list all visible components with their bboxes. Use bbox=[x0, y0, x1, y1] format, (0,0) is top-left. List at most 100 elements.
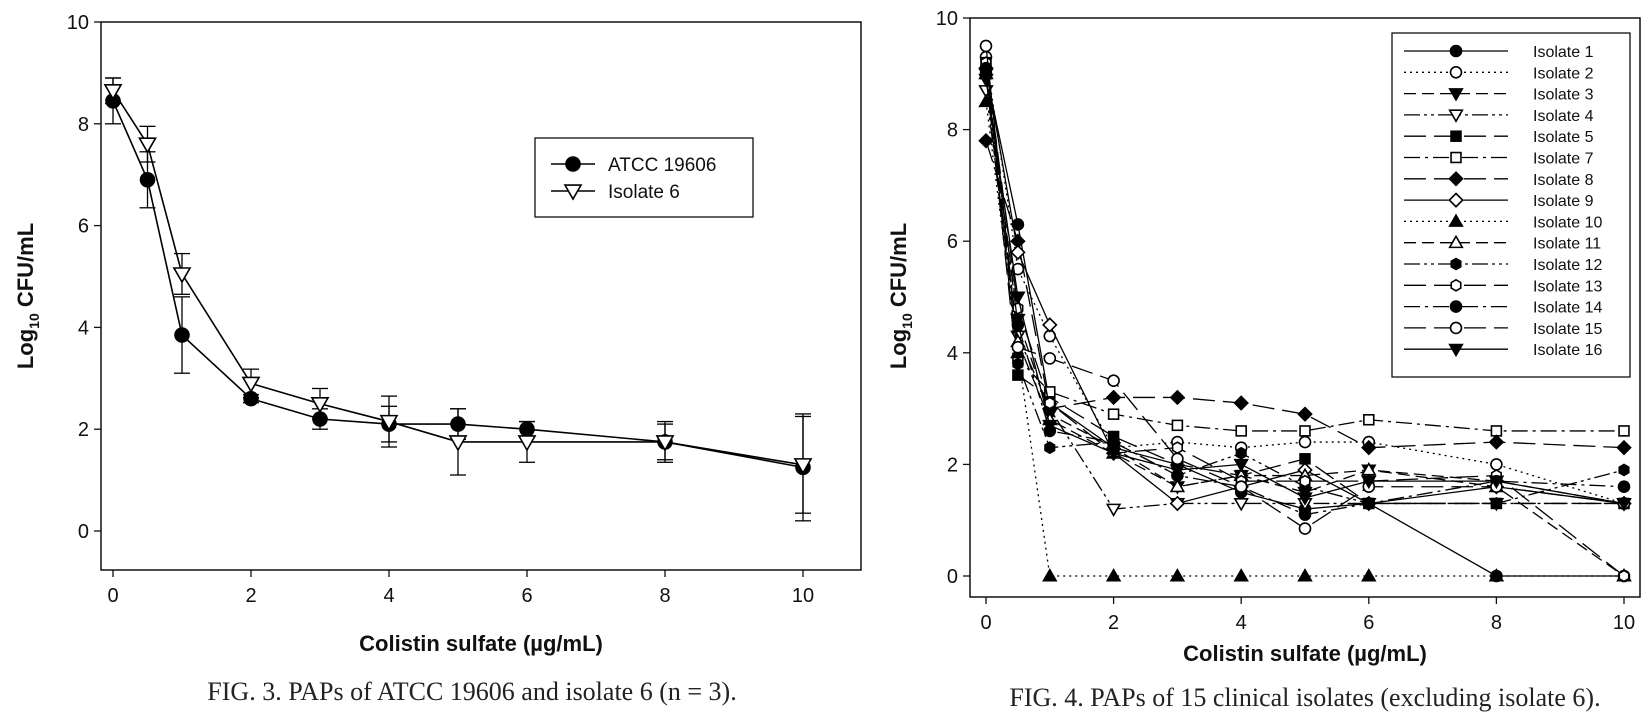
fig4-legend-marker bbox=[1448, 213, 1464, 227]
fig3-data-point bbox=[448, 435, 468, 452]
fig4-x-axis-label: Colistin sulfate (µg/mL) bbox=[1183, 641, 1427, 666]
fig4-x-tick-label-1: 2 bbox=[1108, 612, 1119, 634]
fig4-legend-label: Isolate 12 bbox=[1533, 257, 1602, 274]
fig3-data-point bbox=[139, 171, 156, 188]
fig3-caption: FIG. 3. PAPs of ATCC 19606 and isolate 6… bbox=[207, 677, 736, 706]
fig4-data-point bbox=[1169, 568, 1186, 582]
fig4-data-point bbox=[1105, 503, 1122, 517]
fig4-legend-label: Isolate 5 bbox=[1533, 129, 1594, 146]
fig3-legend-label: Isolate 6 bbox=[608, 182, 680, 203]
fig4-legend-label: Isolate 9 bbox=[1533, 193, 1594, 210]
fig4-x-tick-label-5: 10 bbox=[1613, 612, 1635, 634]
fig4-data-point bbox=[1361, 439, 1377, 456]
fig4-data-point bbox=[1105, 568, 1122, 582]
fig4-series-line bbox=[985, 73, 1625, 577]
fig4-data-point bbox=[1618, 463, 1630, 477]
fig4-data-point bbox=[1361, 462, 1377, 476]
fig4-data-point bbox=[1361, 475, 1377, 490]
fig3-axes: 0 2 4 6 8 10 0 2 4 6 8 10 bbox=[67, 12, 814, 607]
fig4-legend-marker bbox=[1449, 44, 1463, 58]
fig4-legend-label: Isolate 14 bbox=[1533, 300, 1602, 317]
fig4-legend-label: Isolate 3 bbox=[1533, 87, 1594, 104]
fig4-data-point bbox=[1362, 497, 1376, 510]
fig3-data-point bbox=[241, 376, 261, 394]
fig3-x-tick-label-5: 10 bbox=[792, 585, 814, 607]
fig4-data-point bbox=[1490, 458, 1503, 471]
fig4-data-point bbox=[1618, 425, 1630, 437]
fig3-x-tick-label-4: 8 bbox=[659, 585, 670, 607]
fig4-data-point bbox=[1169, 495, 1186, 512]
fig4-data-point bbox=[1617, 480, 1631, 494]
fig4-data-point bbox=[1618, 569, 1630, 583]
fig4-data-point bbox=[1234, 480, 1248, 494]
fig4-legend-marker bbox=[1449, 66, 1463, 79]
fig4-legend-label: Isolate 4 bbox=[1533, 108, 1594, 125]
fig4-legend-marker bbox=[1448, 88, 1464, 102]
fig4-data-point bbox=[1010, 291, 1026, 305]
fig4-y-axis-label: Log10 CFU/mL bbox=[886, 223, 915, 369]
fig4-data-point bbox=[1297, 406, 1313, 422]
fig4-data-point bbox=[1107, 374, 1120, 388]
fig4-data-point bbox=[978, 133, 994, 149]
fig4-data-point bbox=[1107, 435, 1120, 449]
fig4-legend-marker bbox=[1448, 192, 1464, 208]
fig4-data-point bbox=[1299, 425, 1311, 437]
fig4-data-point bbox=[1011, 218, 1025, 231]
fig4-data-point bbox=[1011, 340, 1025, 354]
fig4-x-tick-label-3: 6 bbox=[1363, 612, 1374, 634]
fig4-data-point bbox=[1010, 244, 1026, 261]
fig4-series-line bbox=[985, 90, 1624, 510]
fig4-data-point bbox=[1107, 408, 1120, 420]
fig3-y-tick-label-0: 0 bbox=[78, 521, 89, 543]
fig4-series-line bbox=[985, 62, 1625, 577]
fig4-y-tick-label-3: 6 bbox=[947, 231, 958, 253]
fig4-data-point bbox=[1616, 439, 1632, 456]
fig4-legend-box bbox=[1391, 32, 1631, 378]
fig4-legend-marker bbox=[1450, 257, 1462, 271]
fig4-legend: Isolate 1 Isolate 2 Isolate 3 Isolate 4 Isol… bbox=[1391, 32, 1631, 378]
fig3-series-line bbox=[112, 90, 804, 466]
fig4-data-point bbox=[1171, 419, 1184, 432]
fig3-y-tick-label-4: 8 bbox=[78, 114, 89, 136]
fig4-y-tick-label-5: 10 bbox=[936, 8, 958, 30]
fig3-legend-box bbox=[534, 137, 754, 218]
fig3-legend-marker bbox=[563, 184, 583, 201]
fig4-series-12 bbox=[980, 56, 1630, 583]
fig3-series-line bbox=[112, 100, 804, 469]
fig4-series-line bbox=[985, 79, 1625, 505]
fig4-series-6 bbox=[980, 56, 1630, 437]
fig4-data-point bbox=[1235, 425, 1247, 437]
fig4-data-point bbox=[979, 61, 993, 75]
fig3-data bbox=[103, 77, 813, 522]
fig4-legend-marker bbox=[1450, 278, 1462, 292]
fig4-legend-label: Isolate 13 bbox=[1533, 278, 1602, 295]
fig4-legend-marker bbox=[1449, 300, 1463, 313]
fig4-data-point bbox=[1298, 435, 1312, 449]
fig3-plot-frame bbox=[100, 21, 862, 571]
fig4-x-tick-label-2: 4 bbox=[1236, 612, 1247, 634]
fig4-y-tick-label-1: 2 bbox=[947, 454, 958, 476]
fig4-legend-marker bbox=[1450, 130, 1462, 142]
fig4-axes: 0 2 4 6 8 10 0 2 4 6 8 10 bbox=[936, 8, 1635, 634]
fig3-y-tick-label-1: 2 bbox=[78, 419, 89, 441]
fig4-data-point bbox=[1233, 497, 1249, 512]
fig3-data-point bbox=[379, 414, 399, 432]
fig4-data-point bbox=[1169, 478, 1186, 493]
fig3-y-tick-label-2: 4 bbox=[78, 317, 89, 339]
fig4-legend-marker bbox=[1448, 171, 1464, 187]
fig3-data-point bbox=[655, 435, 675, 452]
fig3-data-point bbox=[138, 137, 157, 154]
fig4-series-line bbox=[985, 68, 1625, 505]
fig4-y-tick-label-4: 8 bbox=[947, 120, 958, 142]
fig4-y-axis-subscript: 10 bbox=[899, 313, 915, 329]
fig3-x-tick-label-1: 2 bbox=[245, 585, 256, 607]
fig4-data-point bbox=[1233, 395, 1249, 411]
fig4-legend-marker bbox=[1450, 151, 1462, 164]
fig4-data-point bbox=[1169, 464, 1186, 478]
fig4-data-point bbox=[1488, 475, 1505, 490]
fig3-legend-marker bbox=[565, 156, 581, 172]
fig3-data-point bbox=[174, 327, 190, 343]
